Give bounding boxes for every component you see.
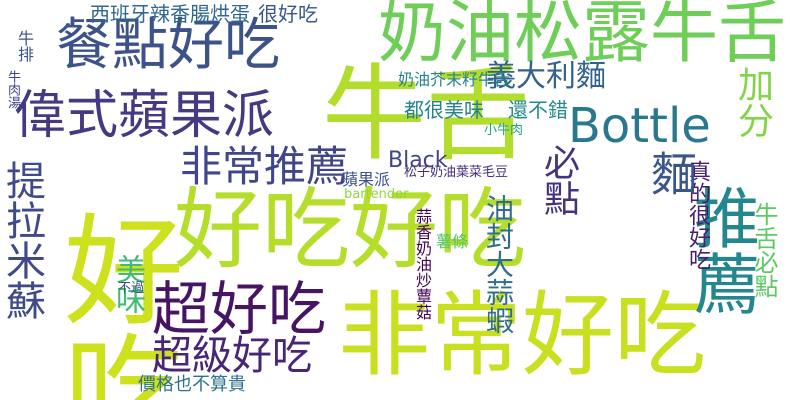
word-cloud-word: 小牛肉 (484, 123, 524, 138)
word-cloud-word: 牛舌 (322, 53, 531, 175)
word-cloud-word: 油封大蒜蝦 (482, 194, 515, 334)
word-cloud-word: 美味 (110, 254, 145, 314)
word-cloud-word: 加分 (732, 66, 773, 138)
word-cloud-word: 牛舌必點 (750, 202, 778, 298)
word-cloud-word: 好吃 (43, 208, 182, 400)
word-cloud-word: 不過 (118, 281, 145, 296)
word-cloud-word: 牛肉湯 (5, 70, 20, 109)
word-cloud-word: 奶油芥末籽牛舌 (398, 70, 511, 89)
word-cloud-word: 蒜香奶油炒蕈菇 (413, 208, 432, 320)
word-cloud-word: 蘋果派 (342, 170, 391, 189)
word-cloud-word: 很好吃 (258, 2, 318, 26)
word-cloud-word: 餐點好吃 (56, 13, 280, 78)
word-cloud-word: 超級好吃 (152, 333, 312, 379)
word-cloud-word: 偉式蘋果派 (14, 86, 275, 146)
word-cloud-word: 義大利麵 (486, 59, 606, 94)
word-cloud-word: Black (388, 148, 448, 173)
word-cloud-word: 還不錯 (508, 98, 568, 122)
word-cloud-word: 奶油松露牛舌 (378, 0, 787, 73)
word-cloud-word: 牛排 (15, 30, 34, 62)
word-cloud-word: 超好吃 (152, 275, 327, 343)
word-cloud-word: 松子奶油葉菜毛豆 (404, 165, 509, 180)
word-cloud-word: 價格也不算貴 (138, 374, 246, 395)
word-cloud-word: 提拉米蘇 (0, 160, 45, 320)
word-cloud-word: 非常推薦 (180, 142, 349, 191)
word-cloud-word: 西班牙辣香腸烘蛋 (90, 2, 250, 26)
word-cloud-word: 麵 (644, 150, 698, 196)
word-cloud-word: bartender (344, 187, 409, 202)
word-cloud-word: 薯條 (436, 232, 469, 251)
word-cloud-word: 非常好吃 (338, 282, 707, 389)
word-cloud-word: 真的很好吃 (685, 160, 710, 270)
word-cloud-word: 必點 (538, 144, 579, 216)
word-cloud-word: 推薦 (683, 184, 760, 316)
word-cloud-word: Bottle (568, 98, 711, 154)
word-cloud-word: 都很美味 (404, 98, 484, 122)
word-cloud-word: 好吃好吃 (174, 178, 527, 281)
